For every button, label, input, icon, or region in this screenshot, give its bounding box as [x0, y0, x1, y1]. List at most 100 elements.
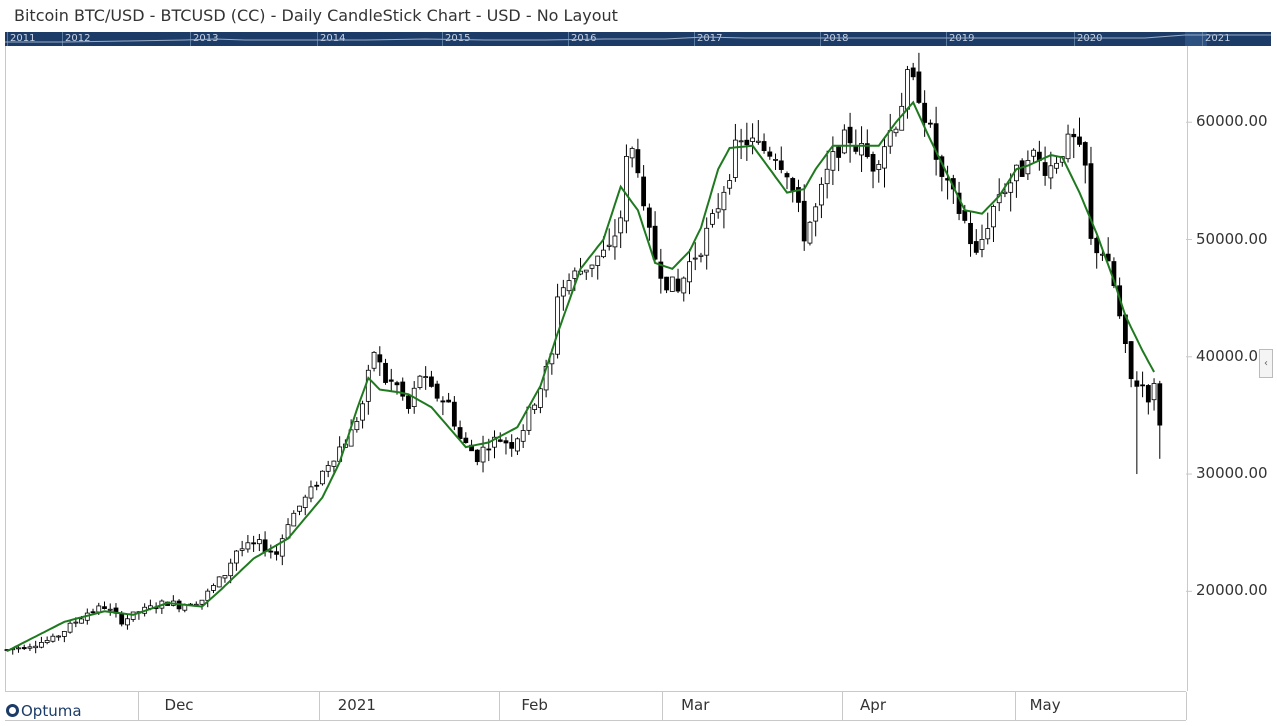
candle [870, 151, 876, 189]
candle [205, 588, 211, 608]
candle [457, 420, 463, 442]
candle [216, 576, 222, 588]
candle [256, 533, 262, 552]
candle [710, 209, 715, 228]
candle [50, 633, 56, 643]
candle [234, 549, 239, 571]
candle [354, 417, 360, 433]
navigator-year-label[interactable]: 2011 [10, 33, 36, 44]
x-separator [319, 692, 320, 720]
candle [537, 387, 543, 414]
candle [113, 603, 119, 618]
candle [629, 146, 635, 168]
candle [125, 614, 130, 630]
candle [755, 120, 761, 145]
candle [27, 643, 33, 652]
candle [61, 630, 67, 643]
navigator-year-label[interactable]: 2013 [193, 33, 219, 44]
candle [973, 229, 979, 255]
navigator-year-label[interactable]: 2016 [571, 33, 597, 44]
plot-area[interactable] [5, 46, 1188, 691]
candle [675, 268, 681, 294]
x-tick-label: Mar [681, 696, 710, 714]
candle [801, 184, 807, 251]
timeline-navigator[interactable]: 2011 2012 2013 2014 2015 2016 2017 2018 2019 2020… [5, 32, 1271, 46]
candle [595, 255, 601, 280]
y-tick-label: 60000.00 [1196, 112, 1268, 131]
candle [618, 210, 624, 249]
candle [1065, 124, 1071, 163]
candle [532, 403, 538, 414]
logo-text: Optuma [21, 702, 82, 720]
candle [1140, 371, 1145, 398]
x-tick-label: May [1029, 696, 1061, 714]
navigator-separator [190, 32, 191, 46]
candle [807, 221, 813, 246]
candle [417, 374, 423, 390]
candle [492, 430, 497, 459]
navigator-year-label[interactable]: 2014 [320, 33, 346, 44]
candle [882, 137, 887, 188]
candle [669, 276, 675, 292]
navigator-year-label[interactable]: 2012 [65, 33, 91, 44]
candle [297, 505, 302, 516]
candle [555, 283, 560, 359]
navigator-separator [1074, 32, 1075, 46]
candle [893, 126, 899, 137]
candle [320, 470, 325, 486]
candle [652, 211, 658, 261]
candle [365, 364, 371, 415]
candle [222, 575, 228, 583]
candle [1151, 378, 1157, 411]
navigator-year-label[interactable]: 2015 [445, 33, 471, 44]
candle [239, 540, 245, 557]
x-separator [138, 692, 139, 720]
candle [377, 346, 383, 376]
y-tick-label: 40000.00 [1196, 346, 1268, 365]
navigator-separator [317, 32, 318, 46]
candle [761, 133, 767, 154]
chart-title: Bitcoin BTC/USD - BTCUSD (CC) - Daily Ca… [14, 6, 618, 25]
candle [211, 583, 216, 594]
x-separator [1015, 692, 1016, 720]
candle [1077, 117, 1082, 147]
candle [159, 599, 165, 614]
candle [721, 186, 727, 229]
candle [750, 123, 755, 155]
candle [732, 123, 738, 182]
candle [480, 435, 486, 473]
collapse-panel-tab[interactable]: ‹ [1259, 349, 1273, 378]
candle [274, 544, 279, 561]
candle [67, 620, 73, 634]
candle [1071, 128, 1077, 159]
candle [199, 599, 205, 610]
candle [784, 171, 790, 190]
candle [738, 128, 744, 160]
candle [692, 242, 698, 271]
candle [824, 150, 830, 199]
navigator-year-label[interactable]: 2017 [697, 33, 723, 44]
optuma-logo-icon [6, 704, 19, 717]
candle [1105, 237, 1111, 262]
candle [635, 138, 641, 178]
candle [876, 160, 882, 183]
candle [606, 228, 612, 251]
navigator-year-label[interactable]: 2021 [1205, 33, 1231, 44]
candle [446, 392, 452, 403]
date-axis[interactable] [5, 691, 1187, 721]
candle [624, 144, 629, 234]
navigator-separator [62, 32, 63, 46]
candle [991, 204, 996, 243]
navigator-history-line [5, 34, 1271, 43]
candle [744, 122, 750, 161]
navigator-separator [820, 32, 821, 46]
candle [1042, 146, 1048, 186]
candle [1054, 155, 1059, 174]
candle [864, 129, 870, 159]
candle [646, 203, 652, 241]
candle [383, 358, 388, 385]
candle [39, 636, 44, 649]
candle [1082, 141, 1088, 184]
candle [796, 179, 801, 213]
